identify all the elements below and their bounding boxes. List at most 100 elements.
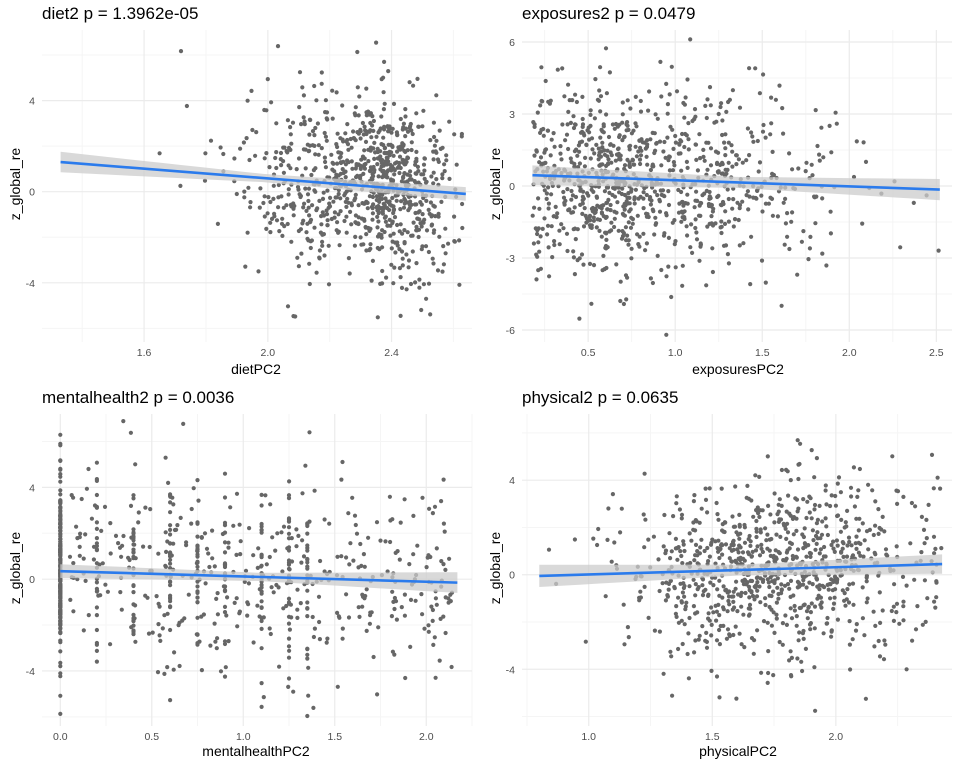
data-point	[645, 162, 650, 167]
data-point	[414, 261, 419, 266]
data-point	[447, 556, 452, 561]
data-point	[720, 595, 725, 600]
data-point	[291, 206, 296, 211]
data-point	[648, 195, 653, 200]
data-point	[894, 610, 899, 615]
data-point	[276, 585, 281, 590]
data-point	[719, 219, 724, 224]
data-point	[802, 574, 807, 579]
data-point	[600, 145, 605, 150]
data-point	[653, 215, 658, 220]
data-point	[226, 540, 231, 545]
data-point	[641, 512, 646, 517]
data-point	[222, 540, 228, 545]
data-point	[316, 143, 321, 148]
data-point	[271, 590, 276, 595]
data-point	[537, 249, 542, 254]
data-point	[810, 173, 815, 178]
data-point	[411, 83, 416, 88]
data-point	[305, 236, 310, 241]
data-point	[345, 158, 350, 163]
data-point	[731, 538, 736, 543]
data-point	[350, 166, 355, 171]
data-point	[745, 189, 751, 194]
data-point	[568, 120, 574, 125]
data-point	[835, 481, 840, 486]
data-point	[608, 202, 613, 208]
data-point	[208, 643, 213, 648]
data-point	[157, 151, 162, 156]
data-point	[353, 192, 358, 197]
data-point	[537, 206, 542, 211]
data-point	[805, 499, 810, 504]
data-point	[717, 642, 723, 647]
data-point	[595, 542, 600, 548]
data-point	[329, 152, 334, 157]
data-point	[297, 70, 303, 75]
data-point	[195, 615, 200, 620]
data-point	[58, 660, 63, 665]
data-point	[334, 90, 339, 95]
data-point	[571, 255, 577, 260]
data-point	[681, 539, 686, 544]
data-point	[237, 522, 242, 527]
data-point	[429, 214, 434, 219]
data-point	[94, 561, 99, 566]
data-point	[296, 187, 301, 192]
data-point	[246, 581, 251, 586]
data-point	[414, 149, 419, 154]
x-tick-label: 1.0	[236, 731, 251, 743]
data-point	[108, 521, 113, 526]
data-point	[648, 137, 653, 142]
data-point	[58, 466, 63, 471]
data-point	[412, 202, 418, 207]
data-point	[726, 140, 731, 145]
data-point	[394, 617, 399, 622]
data-point	[901, 494, 906, 499]
data-point	[710, 209, 716, 214]
data-point	[232, 156, 237, 161]
x-axis-label: mentalhealthPC2	[202, 743, 310, 759]
data-point	[449, 664, 454, 670]
data-point	[813, 221, 818, 226]
data-point	[312, 225, 317, 230]
data-point	[381, 172, 386, 177]
data-point	[286, 596, 292, 601]
data-point	[316, 152, 321, 157]
data-point	[430, 256, 435, 261]
data-point	[431, 230, 436, 235]
data-point	[285, 304, 291, 309]
data-point	[337, 615, 342, 620]
data-point	[720, 528, 725, 533]
data-point	[747, 66, 752, 71]
data-point	[222, 562, 228, 567]
data-point	[168, 698, 173, 703]
data-point	[695, 549, 700, 554]
data-point	[749, 590, 754, 595]
data-point	[298, 193, 303, 199]
data-point	[637, 157, 643, 162]
data-point	[430, 618, 435, 624]
data-point	[730, 88, 736, 93]
data-point	[196, 498, 201, 503]
data-point	[168, 554, 173, 559]
data-point	[854, 546, 859, 552]
data-point	[666, 158, 671, 163]
data-point	[625, 625, 631, 630]
data-point	[623, 225, 629, 230]
data-point	[860, 585, 865, 590]
data-point	[746, 207, 751, 212]
data-point	[120, 543, 125, 548]
data-point	[674, 546, 680, 551]
data-point	[646, 537, 651, 542]
data-point	[796, 581, 802, 586]
data-point	[823, 516, 828, 521]
data-point	[813, 708, 818, 713]
data-point	[58, 458, 63, 463]
data-point	[604, 237, 609, 242]
data-point	[612, 540, 617, 545]
data-point	[284, 149, 289, 154]
data-point	[668, 649, 673, 654]
data-point	[840, 540, 845, 545]
